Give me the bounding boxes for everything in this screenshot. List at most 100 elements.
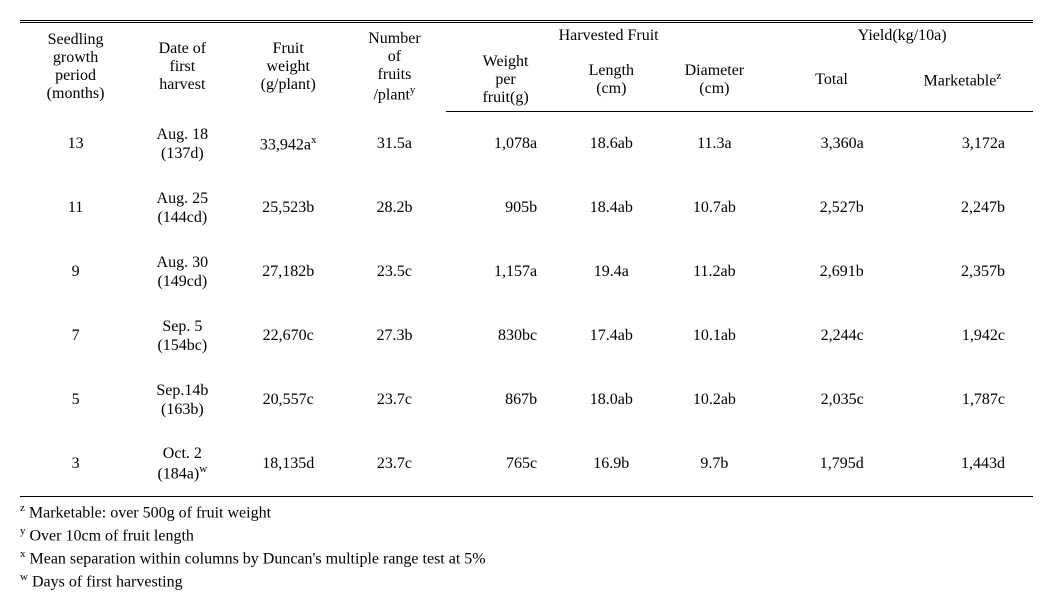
table-cell: 10.7ab (657, 176, 771, 240)
marketable-header: Marketable (923, 72, 996, 89)
yield-group-label: Yield(kg/10a) (858, 27, 947, 44)
footnote-w-sup: w (20, 571, 28, 583)
numfruits-sup: y (410, 84, 416, 96)
table-cell: 867b (446, 368, 565, 432)
table-cell: Aug. 18(137d) (131, 112, 233, 177)
table-cell: 2,244c (771, 304, 891, 368)
footnote-z-text: Marketable: over 500g of fruit weight (29, 504, 271, 521)
footnote-w: w Days of first harvesting (20, 570, 1033, 593)
table-row: 3Oct. 2(184a)w18,135d23.7c765c16.9b9.7b1… (20, 432, 1033, 497)
table-row: 11Aug. 25(144cd)25,523b28.2b905b18.4ab10… (20, 176, 1033, 240)
table-cell: 17.4ab (565, 304, 657, 368)
table-row: 5Sep.14b(163b)20,557c23.7c867b18.0ab10.2… (20, 368, 1033, 432)
table-cell: Aug. 25(144cd) (131, 176, 233, 240)
table-cell: 31.5a (343, 112, 446, 177)
table-cell: 1,443d (892, 432, 1033, 497)
table-body: 13Aug. 18(137d)33,942ax31.5a1,078a18.6ab… (20, 112, 1033, 497)
table-cell: 1,078a (446, 112, 565, 177)
table-cell: Aug. 30(149cd) (131, 240, 233, 304)
footnote-z: z Marketable: over 500g of fruit weight (20, 501, 1033, 524)
table-cell: 11.2ab (657, 240, 771, 304)
table-cell: 18.4ab (565, 176, 657, 240)
table-cell: 18,135d (234, 432, 343, 497)
table-cell: 10.2ab (657, 368, 771, 432)
table-cell: 18.6ab (565, 112, 657, 177)
footnote-y-text: Over 10cm of fruit length (30, 527, 194, 544)
table-cell: 27.3b (343, 304, 446, 368)
header-row-groups: Seedlinggrowthperiod(months) Date offirs… (20, 22, 1033, 50)
table-cell: Sep.14b(163b) (131, 368, 233, 432)
date-header: Date offirstharvest (159, 40, 207, 93)
table-cell: 33,942ax (234, 112, 343, 177)
footnote-y-sup: y (20, 525, 26, 537)
table-cell: 16.9b (565, 432, 657, 497)
table-cell: 22,670c (234, 304, 343, 368)
footnote-z-sup: z (20, 502, 25, 514)
table-cell: 2,035c (771, 368, 891, 432)
table-cell: 13 (20, 112, 131, 177)
table-cell: 18.0ab (565, 368, 657, 432)
col-marketable: Marketablez (892, 49, 1033, 112)
table-cell: 23.7c (343, 368, 446, 432)
col-numfruits: Numberoffruits/planty (343, 22, 446, 112)
table-cell: 3,360a (771, 112, 891, 177)
table-row: 7Sep. 5(154bc)22,670c27.3b830bc17.4ab10.… (20, 304, 1033, 368)
length-header: Length(cm) (589, 62, 634, 97)
seedling-header: Seedlinggrowthperiod(months) (47, 31, 105, 102)
table-cell: 1,795d (771, 432, 891, 497)
col-date: Date offirstharvest (131, 22, 233, 112)
table-cell: 9.7b (657, 432, 771, 497)
table-cell: 905b (446, 176, 565, 240)
diameter-header: Diameter(cm) (685, 62, 745, 97)
weightper-header: Weightperfruit(g) (482, 53, 528, 106)
table-head: Seedlinggrowthperiod(months) Date offirs… (20, 22, 1033, 112)
footnote-x-sup: x (20, 548, 26, 560)
table-cell: 9 (20, 240, 131, 304)
table-cell: 3 (20, 432, 131, 497)
table-cell: 23.5c (343, 240, 446, 304)
table-cell: 765c (446, 432, 565, 497)
harvested-group-label: Harvested Fruit (559, 27, 659, 44)
footnote-x-text: Mean separation within columns by Duncan… (30, 551, 486, 568)
table-cell: 23.7c (343, 432, 446, 497)
table-cell: Sep. 5(154bc) (131, 304, 233, 368)
marketable-sup: z (996, 70, 1001, 82)
table-cell: 5 (20, 368, 131, 432)
table-cell: 1,942c (892, 304, 1033, 368)
table-cell: 27,182b (234, 240, 343, 304)
footnote-y: y Over 10cm of fruit length (20, 524, 1033, 547)
table-cell: 11 (20, 176, 131, 240)
col-diameter: Diameter(cm) (657, 49, 771, 112)
group-harvested: Harvested Fruit (446, 22, 771, 50)
table-cell: 2,247b (892, 176, 1033, 240)
table-cell: 1,157a (446, 240, 565, 304)
table-row: 13Aug. 18(137d)33,942ax31.5a1,078a18.6ab… (20, 112, 1033, 177)
col-fruitweight: Fruitweight(g/plant) (234, 22, 343, 112)
table-cell: 3,172a (892, 112, 1033, 177)
table-cell: 2,357b (892, 240, 1033, 304)
table-cell: 25,523b (234, 176, 343, 240)
col-total: Total (771, 49, 891, 112)
col-seedling: Seedlinggrowthperiod(months) (20, 22, 131, 112)
table-row: 9Aug. 30(149cd)27,182b23.5c1,157a19.4a11… (20, 240, 1033, 304)
col-weightper: Weightperfruit(g) (446, 49, 565, 112)
table-cell: 20,557c (234, 368, 343, 432)
footnote-w-text: Days of first harvesting (32, 574, 183, 591)
group-yield: Yield(kg/10a) (771, 22, 1033, 50)
table-cell: 2,527b (771, 176, 891, 240)
table-cell: 19.4a (565, 240, 657, 304)
table-cell: 7 (20, 304, 131, 368)
data-table: Seedlinggrowthperiod(months) Date offirs… (20, 20, 1033, 497)
total-header: Total (815, 71, 848, 88)
footnote-x: x Mean separation within columns by Dunc… (20, 547, 1033, 570)
footnotes: z Marketable: over 500g of fruit weight … (20, 501, 1033, 594)
table-cell: Oct. 2(184a)w (131, 432, 233, 497)
table-cell: 10.1ab (657, 304, 771, 368)
fruitweight-header: Fruitweight(g/plant) (261, 40, 316, 93)
table-cell: 2,691b (771, 240, 891, 304)
table-cell: 830bc (446, 304, 565, 368)
table-cell: 11.3a (657, 112, 771, 177)
col-length: Length(cm) (565, 49, 657, 112)
table-cell: 1,787c (892, 368, 1033, 432)
table-cell: 28.2b (343, 176, 446, 240)
